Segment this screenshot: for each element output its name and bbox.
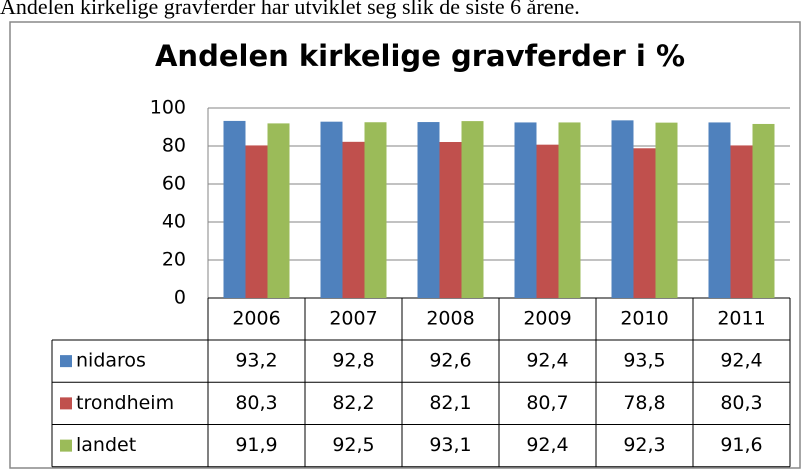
bar bbox=[342, 141, 365, 298]
y-tick-label: 80 bbox=[162, 135, 186, 157]
table-value: 80,3 bbox=[720, 392, 762, 414]
bar bbox=[633, 148, 656, 298]
chart-title: Andelen kirkelige gravferder i % bbox=[155, 39, 685, 73]
table-value: 92,8 bbox=[332, 350, 374, 372]
bar bbox=[536, 144, 559, 298]
table-value: 92,5 bbox=[332, 434, 374, 456]
table-value: 92,4 bbox=[526, 350, 568, 372]
legend-key bbox=[60, 355, 72, 368]
y-tick-label: 60 bbox=[162, 173, 186, 195]
bar bbox=[320, 121, 343, 299]
x-tick-label: 2008 bbox=[426, 308, 474, 330]
bar bbox=[223, 120, 246, 298]
table-value: 93,2 bbox=[235, 350, 277, 372]
y-tick-label: 0 bbox=[174, 287, 186, 309]
chart-border bbox=[9, 21, 801, 469]
legend-label: trondheim bbox=[76, 392, 174, 414]
table-value: 93,1 bbox=[429, 434, 471, 456]
table-value: 91,6 bbox=[720, 434, 762, 456]
table-value: 93,5 bbox=[623, 350, 665, 372]
bar bbox=[267, 123, 290, 298]
y-tick-label: 100 bbox=[150, 97, 186, 119]
legend-key bbox=[60, 439, 72, 452]
bar bbox=[417, 122, 440, 298]
x-tick-label: 2009 bbox=[523, 308, 571, 330]
x-tick-label: 2011 bbox=[717, 308, 765, 330]
table-value: 92,4 bbox=[720, 350, 762, 372]
table-value: 92,3 bbox=[623, 434, 665, 456]
x-tick-label: 2010 bbox=[620, 308, 668, 330]
table-value: 80,3 bbox=[235, 392, 277, 414]
bar bbox=[558, 122, 581, 298]
legend-key bbox=[60, 397, 72, 410]
table-value: 91,9 bbox=[235, 434, 277, 456]
bar bbox=[461, 121, 484, 298]
legend-label: nidaros bbox=[76, 350, 146, 372]
bar bbox=[611, 120, 634, 298]
table-value: 82,1 bbox=[429, 392, 471, 414]
table-value: 78,8 bbox=[623, 392, 665, 414]
table-value: 92,4 bbox=[526, 434, 568, 456]
x-tick-label: 2006 bbox=[232, 308, 280, 330]
table-value: 80,7 bbox=[526, 392, 568, 414]
y-tick-label: 40 bbox=[162, 211, 186, 233]
table-value: 92,6 bbox=[429, 350, 471, 372]
bar bbox=[730, 145, 753, 298]
caption: Andelen kirkelige gravferder har utvikle… bbox=[0, 0, 580, 19]
bar bbox=[752, 123, 775, 299]
y-tick-label: 20 bbox=[162, 249, 186, 271]
bar bbox=[439, 142, 462, 298]
legend-label: landet bbox=[76, 434, 136, 456]
bar bbox=[245, 145, 268, 298]
bar bbox=[708, 122, 731, 298]
table-value: 82,2 bbox=[332, 392, 374, 414]
bar bbox=[364, 122, 387, 298]
bar bbox=[514, 122, 537, 298]
x-tick-label: 2007 bbox=[329, 308, 377, 330]
bar bbox=[655, 122, 678, 298]
